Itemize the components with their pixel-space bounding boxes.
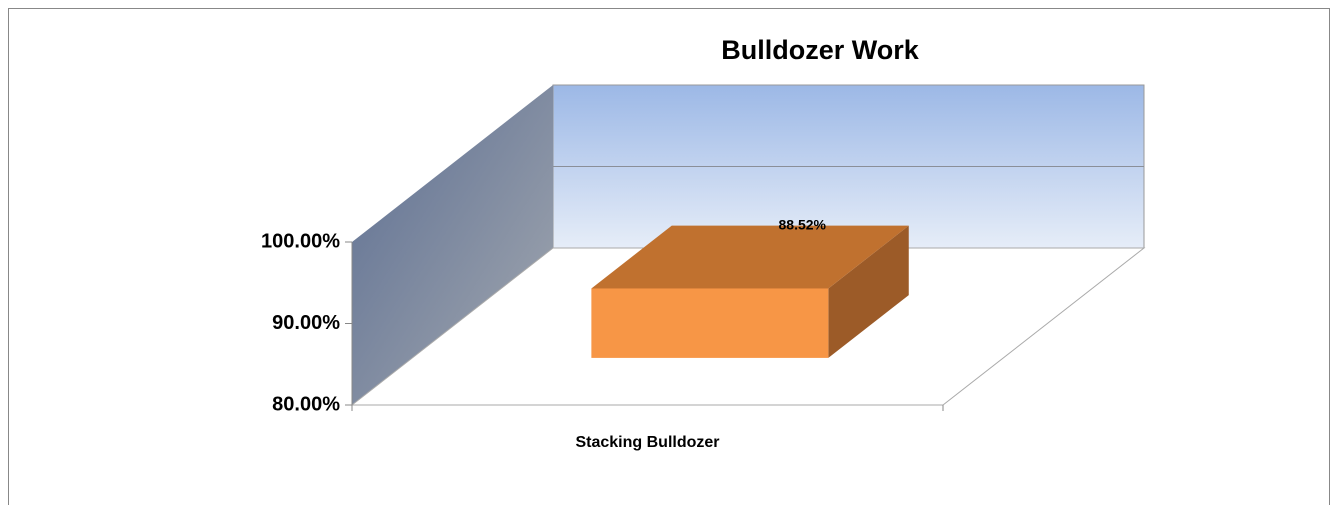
bar [591, 288, 829, 358]
bar-top [591, 225, 909, 289]
x-tick-label: Stacking Bulldozer [575, 434, 719, 451]
y-tick-label: 80.00% [272, 393, 340, 415]
bar-side [828, 225, 909, 358]
y-tick-label: 90.00% [272, 312, 340, 334]
chart-title: Bulldozer Work [721, 35, 920, 65]
data-label: 88.52% [779, 216, 827, 232]
y-tick-label: 100.00% [261, 230, 340, 252]
side-wall [352, 85, 553, 405]
